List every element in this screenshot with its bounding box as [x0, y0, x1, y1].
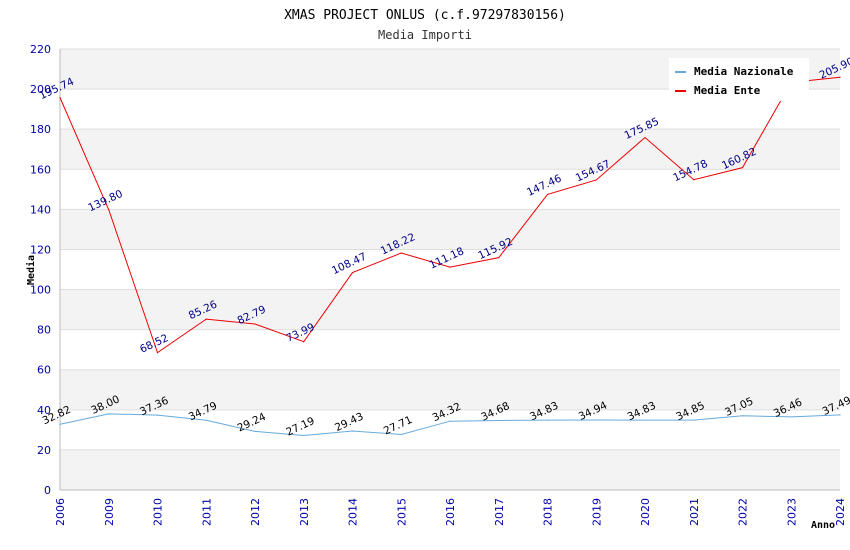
x-tick-label: 2021: [688, 498, 701, 526]
x-tick-label: 2024: [834, 498, 847, 526]
x-tick-label: 2022: [737, 498, 750, 526]
data-point: [839, 76, 841, 78]
chart-title: XMAS PROJECT ONLUS (c.f.97297830156): [284, 8, 566, 23]
data-point: [108, 413, 110, 415]
axes: [59, 49, 840, 491]
y-tick-label: 160: [30, 163, 51, 176]
data-point: [205, 419, 207, 421]
x-tick-label: 2006: [54, 498, 67, 526]
data-point: [303, 434, 305, 437]
data-label: 108.47: [330, 251, 368, 277]
x-tick-label: 2015: [395, 498, 408, 526]
data-point: [790, 416, 792, 418]
plot-bands: [60, 49, 840, 490]
data-point: [546, 193, 549, 196]
data-point: [644, 419, 646, 421]
data-point: [839, 414, 841, 416]
plot-band: [60, 209, 840, 250]
plot-band: [60, 129, 840, 170]
data-point: [693, 179, 695, 181]
legend-label-nazionale: Media Nazionale: [694, 65, 794, 78]
legend-label-ente: Media Ente: [694, 84, 761, 97]
y-tick-labels: 0 20 40 60 80 100 120 140 160 180 200 220: [30, 43, 51, 497]
x-tick-label: 2010: [152, 498, 165, 526]
x-tick-label: 2017: [493, 498, 506, 526]
data-label: 68.52: [138, 332, 170, 356]
x-tick-label: 2014: [347, 498, 360, 526]
y-tick-label: 20: [37, 444, 51, 457]
data-point: [400, 433, 402, 436]
data-point: [351, 430, 354, 432]
data-point: [351, 271, 354, 274]
y-tick-label: 80: [37, 324, 51, 337]
y-tick-label: 180: [30, 123, 51, 136]
data-label: 195.74: [38, 76, 77, 103]
grid-lines: [60, 48, 840, 491]
legend-box: [669, 58, 809, 101]
x-tick-label: 2023: [785, 498, 798, 526]
y-tick-label: 140: [30, 203, 51, 216]
data-point: [156, 414, 159, 416]
plot-band: [60, 289, 840, 330]
data-point: [693, 419, 695, 421]
plot-band: [60, 449, 840, 490]
y-tick-label: 0: [44, 484, 51, 497]
data-point: [156, 352, 159, 354]
x-tick-label: 2016: [444, 498, 457, 526]
x-tick-label: 2019: [590, 498, 603, 526]
data-point: [498, 419, 500, 422]
data-point: [205, 318, 207, 320]
data-point: [449, 266, 451, 268]
data-point: [595, 419, 597, 421]
legend: Media Nazionale Media Ente: [669, 58, 809, 101]
y-tick-label: 40: [37, 404, 51, 417]
chart-subtitle: Media Importi: [378, 28, 472, 42]
data-point: [449, 420, 451, 422]
x-tick-label: 2013: [298, 498, 311, 526]
y-tick-label: 120: [30, 243, 51, 256]
y-tick-label: 200: [30, 83, 51, 96]
x-tick-label: 2018: [542, 498, 555, 526]
y-axis-label: Media: [25, 255, 37, 285]
series-lines: [59, 76, 841, 437]
data-point: [254, 430, 256, 432]
x-tick-label: 2012: [249, 498, 262, 526]
x-tick-label: 2009: [103, 498, 116, 526]
data-point: [644, 136, 646, 139]
data-point: [498, 257, 500, 259]
x-tick-label: 2020: [639, 498, 652, 526]
y-tick-label: 60: [37, 364, 51, 377]
y-tick-label: 100: [30, 284, 51, 297]
data-point: [546, 419, 549, 421]
x-tick-label: 2011: [200, 498, 213, 526]
x-axis-label: Anno: [811, 520, 835, 531]
data-point: [303, 341, 305, 343]
data-label: 147.46: [525, 172, 564, 199]
data-point: [400, 252, 402, 254]
data-point: [741, 415, 744, 417]
data-point: [595, 179, 597, 181]
data-point: [59, 423, 61, 425]
y-tick-label: 220: [30, 43, 51, 56]
plot-band: [60, 369, 840, 410]
data-point: [254, 323, 256, 325]
data-label: 29.43: [333, 410, 365, 434]
data-point: [59, 97, 61, 99]
data-point: [108, 209, 110, 211]
x-tick-labels: 2006 2009 2010 2011 2012 2013 2014 2015 2016 2017…: [54, 498, 847, 526]
data-point: [741, 167, 744, 169]
